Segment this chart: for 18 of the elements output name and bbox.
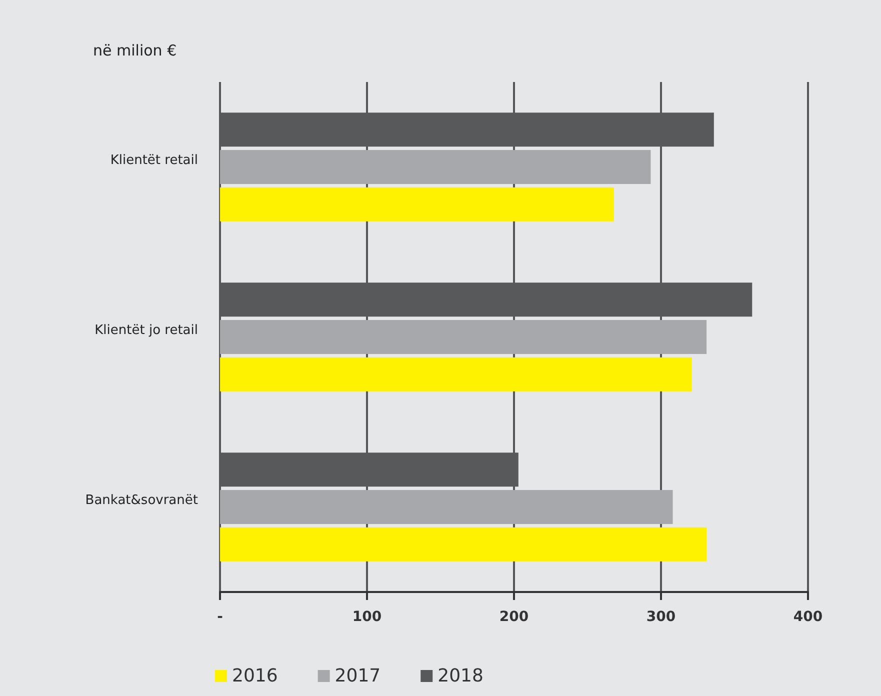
legend-label: 2016	[232, 666, 278, 686]
legend-label: 2018	[438, 666, 484, 686]
bar	[220, 490, 673, 524]
bar	[220, 187, 614, 222]
bar	[220, 150, 651, 184]
x-tick-label: 300	[646, 609, 676, 625]
y-tick-label: Klientët jo retail	[94, 323, 198, 338]
x-tick-label: 400	[793, 609, 823, 625]
bar	[220, 527, 707, 562]
y-axis-title: në milion €	[93, 42, 177, 60]
legend-label: 2017	[334, 666, 381, 686]
x-tick-label: 100	[352, 609, 382, 625]
bar	[220, 320, 707, 354]
x-tick-label: 200	[499, 609, 529, 625]
y-tick-label: Klientët retail	[110, 153, 198, 168]
x-tick-label: -	[217, 609, 224, 625]
y-tick-label: Bankat&sovranët	[85, 493, 198, 508]
bar	[220, 357, 692, 392]
